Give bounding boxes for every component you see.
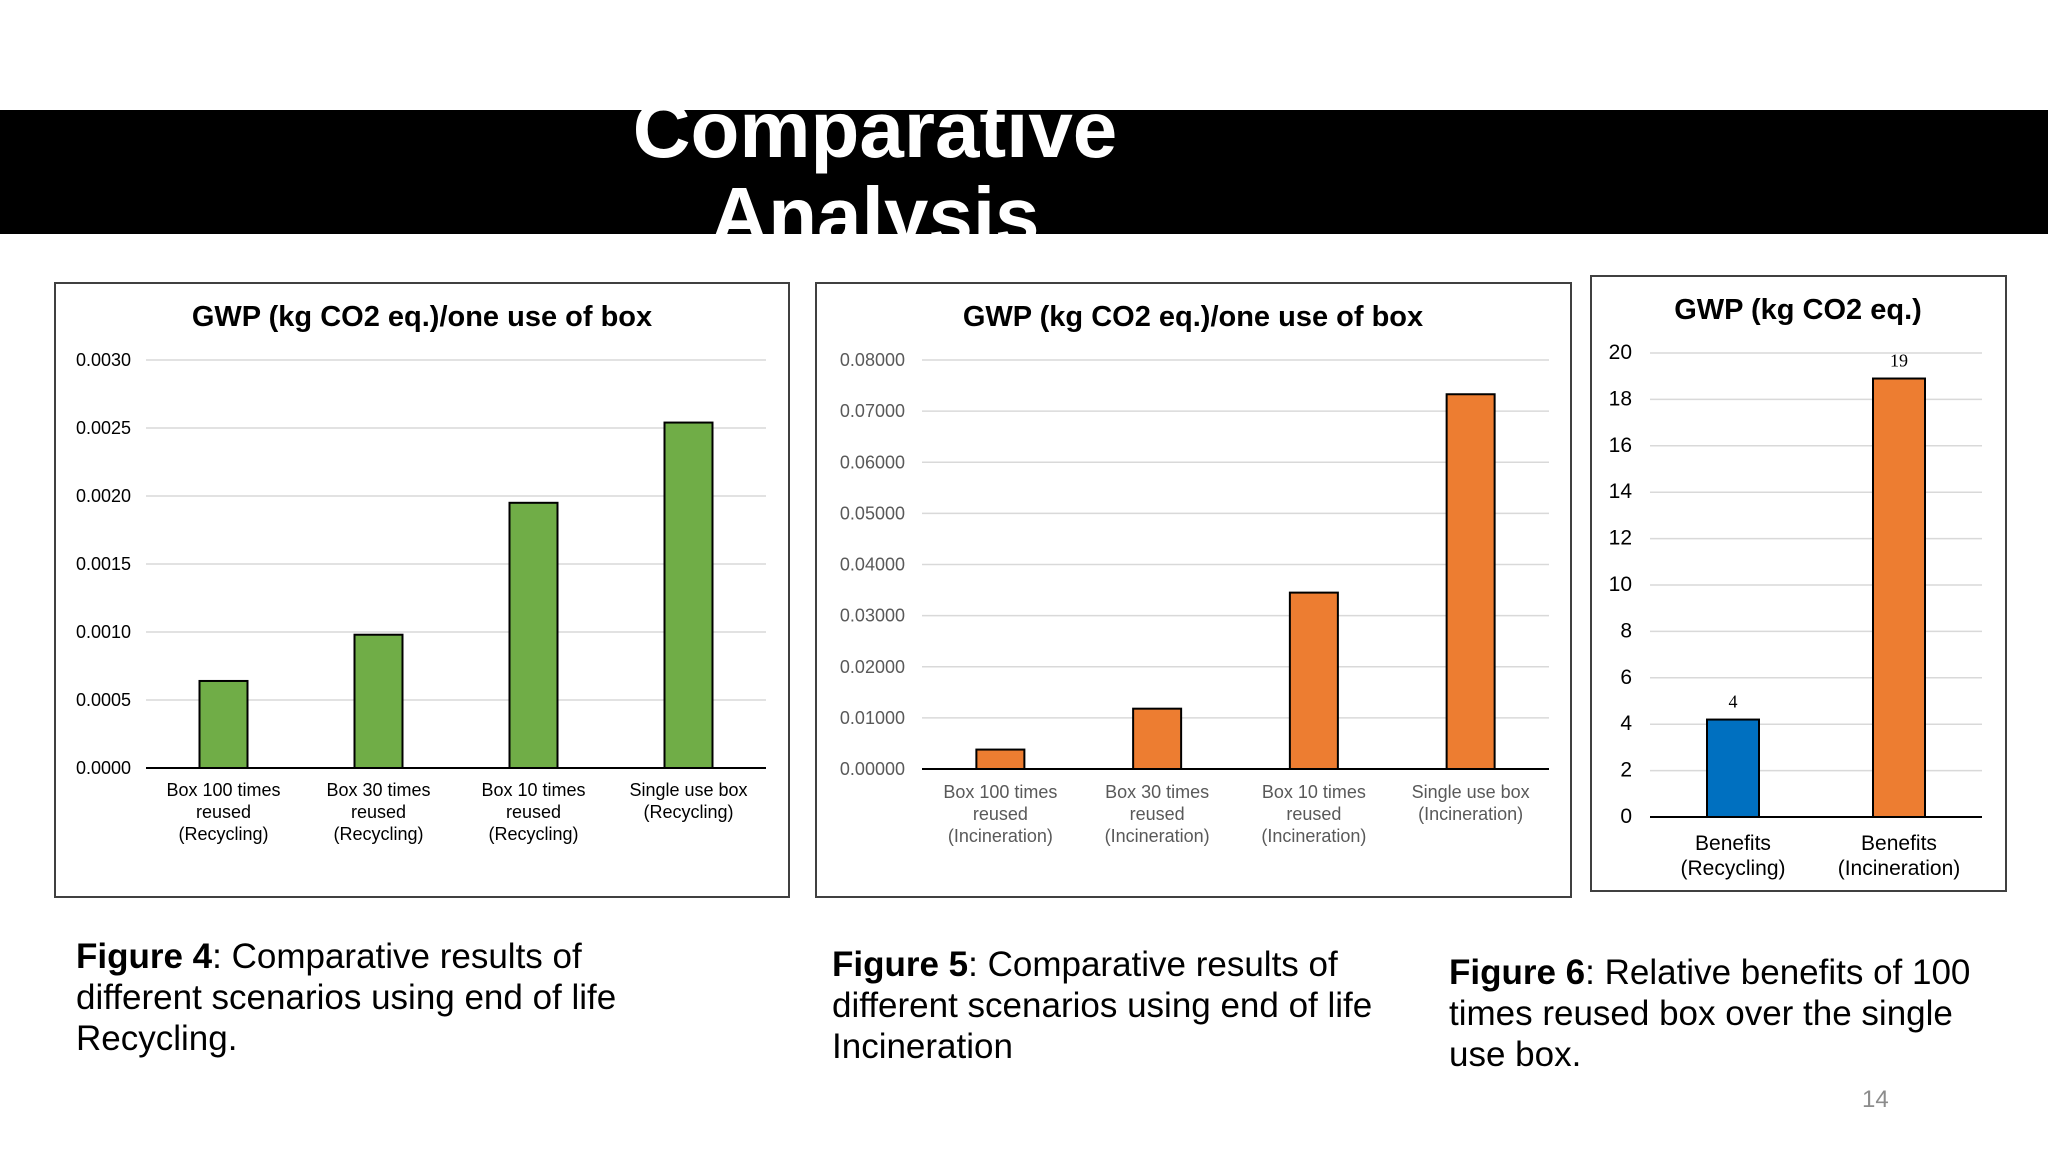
y-tick-label: 0.08000 (840, 350, 905, 370)
bar (975, 748, 1026, 771)
bar (198, 679, 249, 769)
y-tick-label: 0.02000 (840, 657, 905, 677)
chart-figure-4: GWP (kg CO2 eq.)/one use of box 0.0000 0.0… (54, 282, 790, 898)
y-tick-label: 0.0000 (76, 758, 131, 778)
data-label: 4 (1729, 692, 1738, 712)
slide-title-line2: Analysis (710, 171, 1040, 235)
category-label: Single use box (Recycling) (629, 780, 747, 822)
caption-figure-6-text: : Relative benefits of 100 times reused … (1449, 953, 1971, 1074)
chart-svg-2: GWP (kg CO2 eq.) 0 2 4 6 8 10 12 14 16 18 20 4 Benefi… (1609, 294, 1982, 880)
y-tick-label: 6 (1620, 666, 1632, 689)
data-label: 19 (1890, 351, 1908, 371)
y-tick-label: 0.05000 (840, 503, 905, 523)
y-tick-label: 0.01000 (840, 708, 905, 728)
category-label: Benefits (Recycling) (1680, 832, 1785, 880)
chart-title: GWP (kg CO2 eq.) (1674, 294, 1922, 326)
category-label: Benefits (Incineration) (1838, 832, 1961, 880)
y-tick-label: 2 (1620, 759, 1632, 782)
category-label: Box 30 times reused (Incineration) (1105, 782, 1210, 846)
caption-figure-5-text: : Comparative results of different scena… (832, 945, 1373, 1066)
y-tick-label: 0.0015 (76, 554, 131, 574)
bar (1132, 707, 1183, 770)
y-tick-label: 0 (1620, 805, 1632, 828)
bar (663, 421, 714, 769)
y-tick-label: 0.0020 (76, 486, 131, 506)
bar (353, 633, 404, 769)
y-tick-label: 0.0030 (76, 350, 131, 370)
bar (508, 501, 559, 770)
page-number: 14 (1862, 1086, 1889, 1113)
category-label: Box 30 times reused (Recycling) (326, 780, 430, 844)
bar (1706, 718, 1760, 818)
y-tick-label: 0.06000 (840, 452, 905, 472)
title-band: Comparative Analysis (0, 110, 2048, 234)
category-label: Single use box (Incineration) (1412, 782, 1530, 824)
y-tick-label: 0.0010 (76, 622, 131, 642)
chart-figure-6: GWP (kg CO2 eq.) 0 2 4 6 8 10 12 14 16 18 20 4 Benefi… (1590, 275, 2007, 892)
y-tick-label: 12 (1609, 527, 1632, 550)
y-tick-label: 16 (1609, 434, 1632, 457)
slide-title-line1: Comparative (632, 110, 1118, 174)
y-tick-label: 14 (1609, 480, 1633, 503)
chart-title: GWP (kg CO2 eq.)/one use of box (963, 301, 1423, 333)
y-tick-label: 0.00000 (840, 759, 905, 779)
caption-figure-6-label: Figure 6 (1449, 953, 1586, 992)
bar (1445, 393, 1496, 770)
y-tick-label: 0.04000 (840, 555, 905, 575)
caption-figure-5-label: Figure 5 (832, 945, 969, 984)
y-tick-label: 10 (1609, 573, 1632, 596)
bar (1872, 377, 1926, 819)
chart-title: GWP (kg CO2 eq.)/one use of box (192, 301, 652, 333)
y-tick-label: 0.0025 (76, 418, 131, 438)
bar (1288, 591, 1339, 770)
category-label: Box 100 times reused (Incineration) (943, 782, 1057, 846)
caption-figure-4: Figure 4: Comparative results of differe… (76, 936, 636, 1059)
slide-title: Comparative Analysis (560, 110, 1190, 234)
category-label: Box 10 times reused (Recycling) (481, 780, 585, 844)
category-label: Box 100 times reused (Recycling) (166, 780, 280, 844)
y-tick-label: 20 (1609, 341, 1632, 364)
y-tick-label: 8 (1620, 619, 1632, 642)
y-tick-label: 18 (1609, 387, 1632, 410)
caption-figure-6: Figure 6: Relative benefits of 100 times… (1449, 952, 2019, 1075)
caption-figure-4-label: Figure 4 (76, 937, 213, 976)
y-tick-label: 0.07000 (840, 401, 905, 421)
caption-figure-5: Figure 5: Comparative results of differe… (832, 944, 1462, 1067)
caption-figure-4-text: : Comparative results of different scena… (76, 937, 617, 1058)
chart-svg-0: GWP (kg CO2 eq.)/one use of box 0.0000 0.0… (76, 301, 766, 844)
chart-svg-1: GWP (kg CO2 eq.)/one use of box 0.00000 0.… (840, 301, 1549, 846)
y-tick-label: 4 (1620, 712, 1632, 735)
category-label: Box 10 times reused (Incineration) (1261, 782, 1366, 846)
y-tick-label: 0.03000 (840, 606, 905, 626)
chart-figure-5: GWP (kg CO2 eq.)/one use of box 0.00000 0.… (815, 282, 1572, 898)
y-tick-label: 0.0005 (76, 690, 131, 710)
